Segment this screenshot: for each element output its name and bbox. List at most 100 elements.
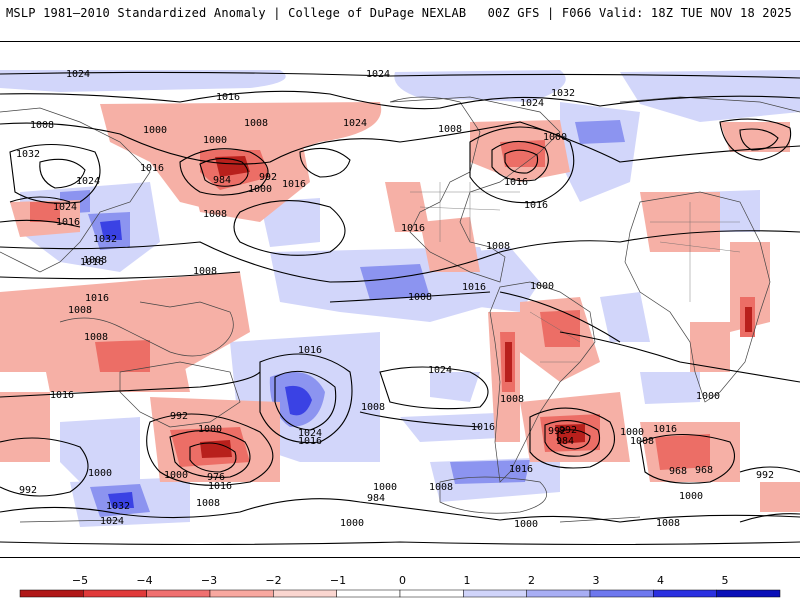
isobar-label: 992 — [756, 470, 774, 481]
colorbar-swatch — [463, 589, 527, 598]
isobar-label: 1008 — [83, 255, 107, 266]
isobar-label: 1024 — [520, 98, 544, 109]
isobar-label: 1016 — [524, 200, 548, 211]
isobar-label: 1016 — [208, 481, 232, 492]
isobar-label: 1024 — [428, 365, 452, 376]
isobar-label: 1000 — [530, 281, 554, 292]
isobar-label: 992 — [559, 425, 577, 436]
isobar-label: 1000 — [203, 135, 227, 146]
isobar-label: 1032 — [106, 501, 130, 512]
isobar-label: 1000 — [696, 391, 720, 402]
colorbar-swatch — [589, 589, 654, 598]
isobar-label: 1016 — [653, 424, 677, 435]
colorbar-tick-label: 5 — [722, 574, 729, 587]
isobar-label: 1032 — [16, 149, 40, 160]
isobar-label: 1000 — [373, 482, 397, 493]
colorbar: −5 −4 −3 −2 −1 0 1 2 3 4 5 — [19, 574, 781, 598]
isobar-label: 1008 — [408, 292, 432, 303]
isobar-label: 1016 — [140, 163, 164, 174]
isobar-label: 1000 — [248, 184, 272, 195]
colorbar-tick-label: 3 — [593, 574, 600, 587]
isobar-label: 1000 — [143, 125, 167, 136]
colorbar-tick-label: −5 — [72, 574, 88, 587]
isobar-label: 1000 — [514, 519, 538, 530]
isobar-label: 1016 — [80, 257, 104, 268]
isobar-label: 1016 — [282, 179, 306, 190]
isobar-label: 1008 — [68, 305, 92, 316]
colorbar-tick-label: 1 — [464, 574, 471, 587]
isobar-label: 992 — [19, 485, 37, 496]
colorbar-swatch — [716, 589, 781, 598]
isobar-label: 1000 — [88, 468, 112, 479]
isobar-label: 1016 — [471, 422, 495, 433]
isobar-label: 1008 — [630, 436, 654, 447]
isobar-label: 976 — [207, 472, 225, 483]
colorbar-ticks: −5 −4 −3 −2 −1 0 1 2 3 4 5 — [72, 574, 729, 587]
isobar-label: 1024 — [76, 176, 100, 187]
isobar-label: 1008 — [361, 402, 385, 413]
isobar-label: 1008 — [196, 498, 220, 509]
colorbar-swatch — [273, 589, 337, 598]
isobar-label: 1008 — [30, 120, 54, 131]
map-frame: 1024 1024 1016 1008 1000 1008 1000 984 992 1000 10… — [0, 41, 800, 558]
colorbar-tick-label: 2 — [528, 574, 535, 587]
isobar-label: 1016 — [462, 282, 486, 293]
isobar-label: 1024 — [66, 69, 90, 80]
colorbar-tick-label: 0 — [399, 574, 406, 587]
isobar-label: 1000 — [340, 518, 364, 529]
isobar-label: 1016 — [504, 177, 528, 188]
positive-anomaly-peak — [100, 220, 312, 508]
isobar-label: 1000 — [679, 491, 703, 502]
isobar-label: 1016 — [401, 223, 425, 234]
isobar-label: 992 — [170, 411, 188, 422]
colorbar-swatch — [653, 589, 717, 598]
isobar-label: 1000 — [543, 132, 567, 143]
colorbar-swatch — [526, 589, 591, 598]
isobar-label: 1008 — [193, 266, 217, 277]
isobar-label: 1008 — [203, 209, 227, 220]
isobars — [0, 71, 800, 546]
isobar-label: 1008 — [656, 518, 680, 529]
colorbar-swatch — [83, 589, 147, 598]
isobar-label: 1032 — [93, 234, 117, 245]
colorbar-tick-label: −3 — [201, 574, 217, 587]
isobar-label: 1016 — [56, 217, 80, 228]
isobar-label: 1008 — [244, 118, 268, 129]
colorbar-tick-label: −4 — [136, 574, 152, 587]
isobar-label: 1016 — [216, 92, 240, 103]
colorbar-swatch — [336, 589, 401, 598]
negative-anomaly-peak — [200, 156, 752, 458]
isobar-label: 984 — [556, 436, 574, 447]
isobar-label: 1024 — [343, 118, 367, 129]
colorbar-swatch — [209, 589, 274, 598]
colorbar-tick-label: −1 — [330, 574, 346, 587]
isobar-label: 1000 — [198, 424, 222, 435]
isobar-label: 984 — [213, 175, 231, 186]
colorbar-swatch — [19, 589, 84, 598]
isobar-label: 1016 — [509, 464, 533, 475]
isobar-label: 1024 — [100, 516, 124, 527]
isobar-label: 1016 — [50, 390, 74, 401]
isobar-label: 992 — [259, 172, 277, 183]
isobar-label: 1024 — [53, 202, 77, 213]
colorbar-swatches — [19, 589, 781, 598]
colorbar-swatch — [146, 589, 211, 598]
isobar-label: 1008 — [486, 241, 510, 252]
political-borders — [410, 182, 741, 363]
isobar-label: 1008 — [84, 332, 108, 343]
colorbar-tick-label: −2 — [265, 574, 281, 587]
isobar-label: 1000 — [164, 470, 188, 481]
isobar-label: 984 — [367, 493, 385, 504]
isobar-label: 1024 — [366, 69, 390, 80]
isobar-label: 1024 — [298, 428, 322, 439]
header-title: MSLP 1981—2010 Standardized Anomaly | Co… — [6, 6, 467, 20]
header-valid-time: 00Z GFS | F066 Valid: 18Z TUE NOV 18 202… — [487, 6, 792, 20]
isobar-label: 1008 — [429, 482, 453, 493]
isobar-label: 968 — [695, 465, 713, 476]
colorbar-tick-label: 4 — [657, 574, 664, 587]
isobar-label: 1032 — [551, 88, 575, 99]
isobar-label: 968 — [669, 466, 687, 477]
isobar-label: 1016 — [85, 293, 109, 304]
